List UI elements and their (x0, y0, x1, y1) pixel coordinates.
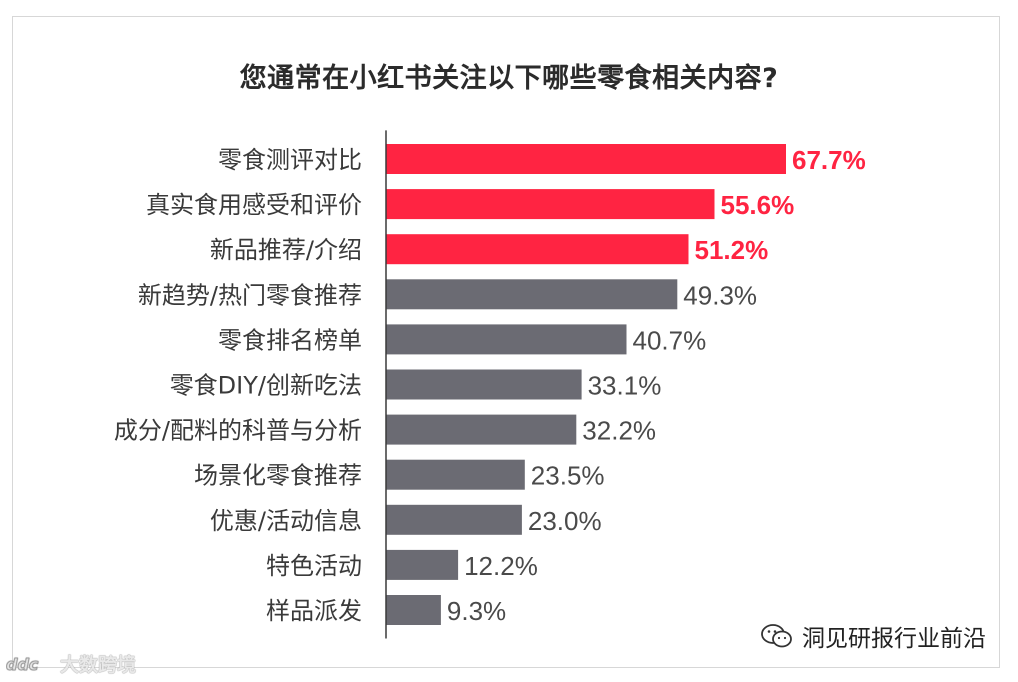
value-label-7: 32.2% (582, 416, 656, 446)
category-label-1: 零食测评对比 (218, 146, 362, 174)
value-label-10: 12.2% (464, 551, 538, 581)
value-label-8: 23.5% (531, 461, 605, 491)
category-label-11: 样品派发 (266, 597, 362, 625)
category-label-8: 场景化零食推荐 (194, 462, 362, 490)
value-label-9: 23.0% (528, 506, 602, 536)
bar-3 (386, 234, 689, 265)
bar-2 (386, 189, 715, 220)
value-label-3: 51.2% (695, 235, 769, 265)
source-label: 洞见研报行业前沿 (802, 626, 986, 652)
bar-1 (386, 144, 786, 174)
value-label-11: 9.3% (447, 596, 506, 626)
category-label-5: 零食排名榜单 (218, 326, 362, 354)
category-label-3: 新品推荐/介绍 (210, 236, 362, 264)
bar-11 (386, 595, 441, 625)
bar-5 (386, 324, 627, 355)
category-label-10: 特色活动 (266, 552, 362, 580)
wechat-icon (761, 624, 792, 648)
source-watermark: 洞见研报行业前沿 (760, 619, 986, 653)
bar-10 (386, 549, 459, 580)
bar-6 (386, 369, 582, 400)
category-label-6: 零食DIY/创新吃法 (170, 372, 362, 400)
value-label-4: 49.3% (683, 280, 757, 310)
category-label-2: 真实食用感受和评价 (146, 191, 362, 219)
svg-text:ddc: ddc (6, 655, 39, 674)
bar-4 (386, 279, 678, 310)
value-label-6: 33.1% (588, 371, 662, 401)
category-label-4: 新趋势/热门零食推荐 (138, 281, 362, 309)
chart-title: 您通常在小红书关注以下哪些零食相关内容? (239, 63, 779, 94)
corner-label: 大数跨境 (60, 654, 137, 676)
value-label-1: 67.7% (792, 145, 866, 175)
bar-8 (386, 459, 525, 490)
bar-7 (386, 414, 577, 445)
corner-watermark: ddc 大数跨境 (6, 650, 136, 677)
category-label-7: 成分/配料的科普与分析 (114, 417, 362, 445)
category-label-9: 优惠/活动信息 (210, 507, 362, 535)
ddc-logo-icon: ddc (6, 654, 39, 674)
value-label-2: 55.6% (721, 190, 795, 220)
value-label-5: 40.7% (633, 325, 707, 355)
bar-9 (386, 504, 522, 535)
